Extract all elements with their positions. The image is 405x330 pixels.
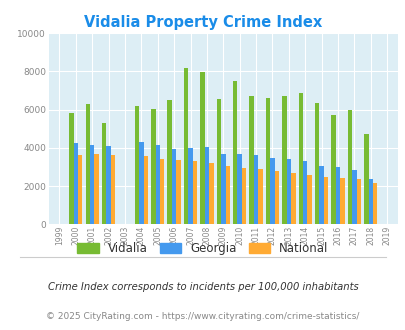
Text: Vidalia Property Crime Index: Vidalia Property Crime Index <box>84 15 321 30</box>
Bar <box>192 161 197 224</box>
Bar <box>286 159 290 224</box>
Bar <box>232 81 237 224</box>
Bar <box>258 169 262 224</box>
Bar <box>73 143 78 224</box>
Bar <box>151 109 155 224</box>
Bar <box>237 153 241 224</box>
Bar <box>265 98 270 224</box>
Bar <box>160 159 164 224</box>
Bar <box>319 166 323 224</box>
Bar <box>171 149 176 224</box>
Bar <box>134 106 139 224</box>
Bar <box>225 166 229 224</box>
Bar <box>183 68 188 224</box>
Bar <box>143 156 147 224</box>
Bar <box>106 146 111 224</box>
Bar <box>155 145 160 224</box>
Bar <box>339 178 344 224</box>
Bar <box>221 153 225 224</box>
Bar <box>188 148 192 224</box>
Bar <box>139 142 143 224</box>
Bar <box>335 167 339 224</box>
Bar <box>302 161 307 224</box>
Bar <box>176 160 180 224</box>
Bar <box>102 123 106 224</box>
Bar <box>307 175 311 224</box>
Bar <box>368 180 372 224</box>
Bar <box>330 115 335 224</box>
Bar <box>298 93 302 224</box>
Bar <box>356 180 360 224</box>
Bar <box>274 171 278 224</box>
Bar <box>249 96 253 224</box>
Bar <box>94 153 98 224</box>
Bar <box>372 183 377 224</box>
Bar <box>209 163 213 224</box>
Bar <box>204 147 209 224</box>
Bar <box>347 110 352 224</box>
Bar <box>290 173 295 224</box>
Bar <box>85 104 90 224</box>
Bar <box>270 158 274 224</box>
Bar <box>69 114 73 224</box>
Bar <box>78 155 82 224</box>
Bar <box>200 72 204 224</box>
Bar <box>363 134 368 224</box>
Bar <box>167 100 171 224</box>
Bar <box>111 155 115 224</box>
Text: © 2025 CityRating.com - https://www.cityrating.com/crime-statistics/: © 2025 CityRating.com - https://www.city… <box>46 312 359 321</box>
Bar <box>323 177 328 224</box>
Bar <box>281 96 286 224</box>
Text: Crime Index corresponds to incidents per 100,000 inhabitants: Crime Index corresponds to incidents per… <box>47 282 358 292</box>
Legend: Vidalia, Georgia, National: Vidalia, Georgia, National <box>77 242 328 255</box>
Bar <box>241 168 246 224</box>
Bar <box>216 99 221 224</box>
Bar <box>90 145 94 224</box>
Bar <box>314 103 319 224</box>
Bar <box>253 155 258 224</box>
Bar <box>352 170 356 224</box>
